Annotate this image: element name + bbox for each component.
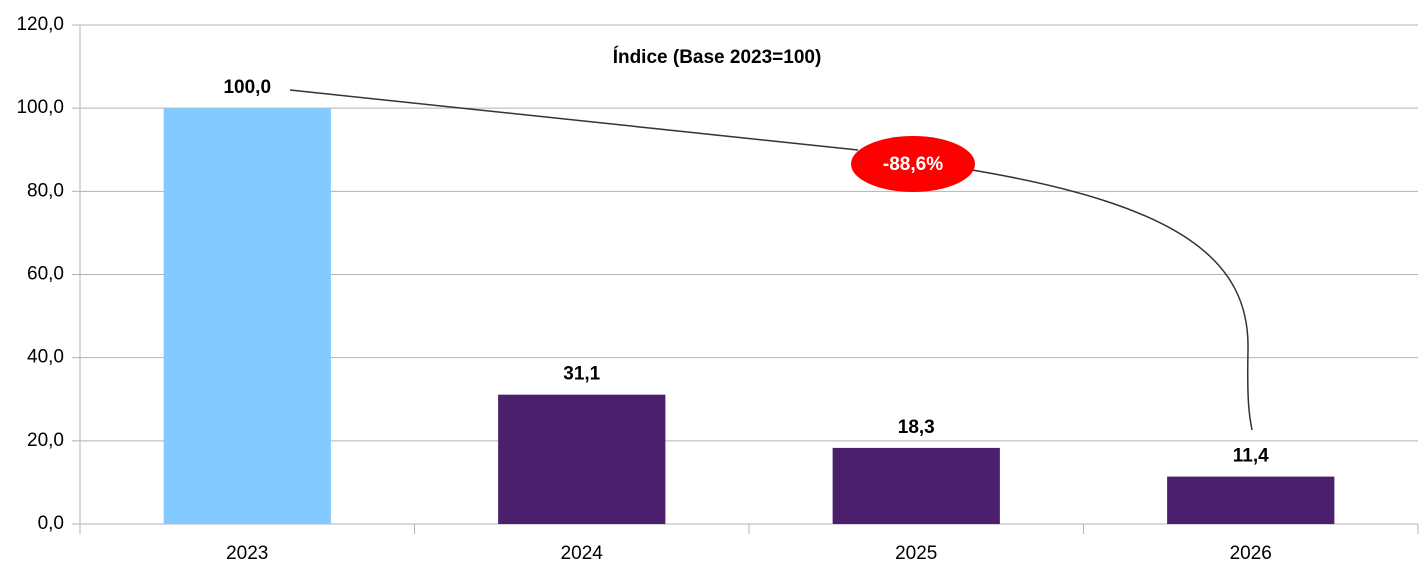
x-tick-label: 2023 [226,543,268,564]
y-tick-label: 40,0 [27,347,64,368]
y-tick-label: 100,0 [16,97,64,118]
annotation-text: -88,6% [883,154,943,175]
y-tick-label: 80,0 [27,180,64,201]
annotation-connector [289,89,1253,431]
bar [163,108,331,525]
bar [832,447,1000,524]
x-tick-label: 2025 [895,543,937,564]
value-label: 11,4 [1233,446,1269,467]
y-tick-label: 120,0 [16,14,64,35]
bar [1167,476,1335,524]
y-tick-label: 60,0 [27,264,64,285]
chart-title: Índice (Base 2023=100) [613,46,822,68]
value-label: 100,0 [223,77,271,98]
x-tick-label: 2026 [1230,543,1272,564]
y-tick-label: 0,0 [38,513,64,534]
value-label: 31,1 [563,364,600,385]
bar [498,394,666,524]
x-tick-label: 2024 [561,543,604,564]
y-tick-label: 20,0 [27,430,64,451]
annotation-badge [851,136,975,192]
value-label: 18,3 [898,417,935,438]
